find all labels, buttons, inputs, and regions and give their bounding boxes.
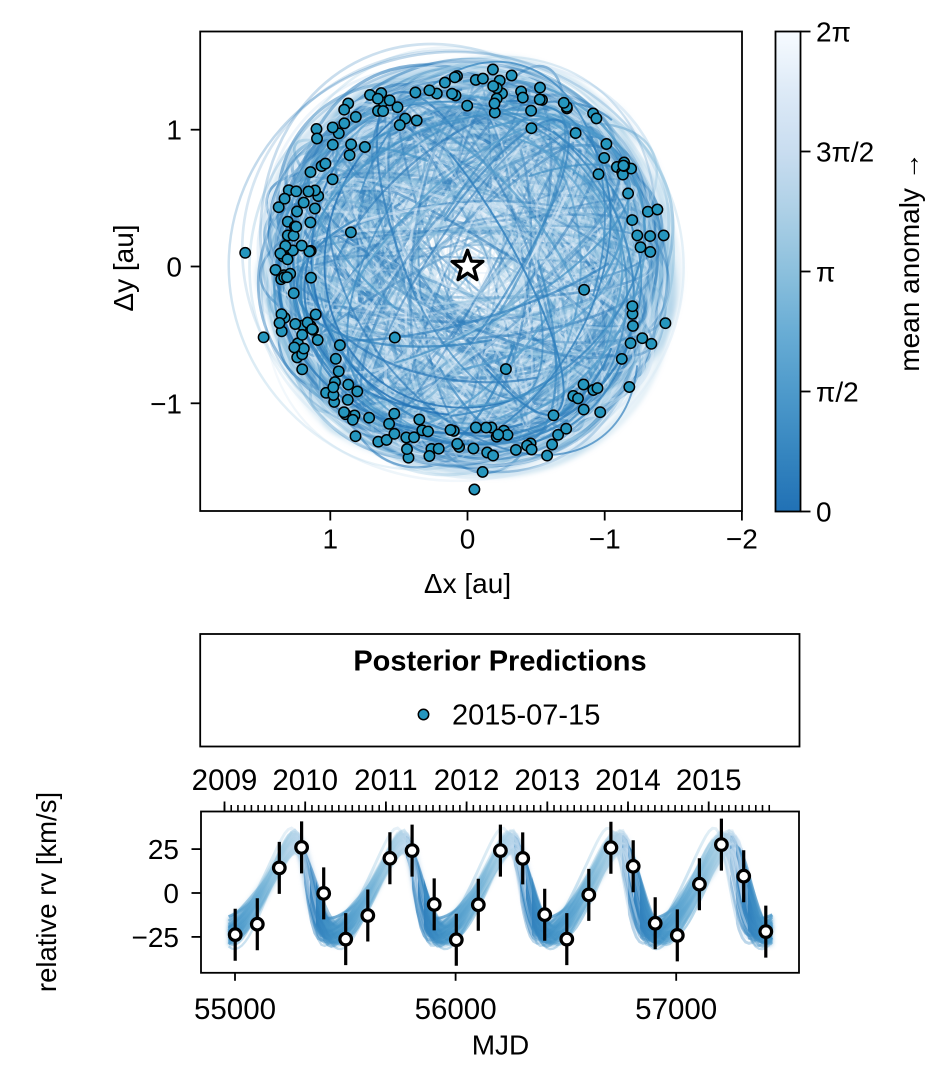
svg-text:π/2: π/2	[816, 377, 859, 408]
svg-text:2012: 2012	[434, 764, 500, 797]
svg-text:−1: −1	[589, 524, 621, 555]
svg-text:1: 1	[323, 524, 339, 555]
svg-text:Δy [au]: Δy [au]	[108, 224, 139, 311]
svg-text:2011: 2011	[354, 764, 417, 797]
svg-text:relative rv [km/s]: relative rv [km/s]	[31, 792, 62, 992]
svg-text:25: 25	[148, 834, 179, 865]
svg-text:2009: 2009	[192, 764, 258, 797]
svg-text:0: 0	[163, 878, 179, 909]
svg-text:0: 0	[816, 497, 832, 528]
svg-text:2010: 2010	[272, 764, 338, 797]
svg-text:57000: 57000	[635, 993, 717, 1026]
svg-text:π: π	[816, 257, 835, 288]
svg-text:3π/2: 3π/2	[816, 137, 874, 168]
svg-text:55000: 55000	[194, 993, 276, 1026]
svg-text:−1: −1	[150, 388, 182, 419]
svg-text:2015: 2015	[676, 764, 742, 797]
svg-text:MJD: MJD	[472, 1030, 530, 1061]
svg-text:Posterior Predictions: Posterior Predictions	[353, 646, 646, 678]
svg-text:0: 0	[460, 524, 476, 555]
svg-text:mean anomaly →: mean anomaly →	[894, 152, 925, 371]
svg-text:−25: −25	[132, 922, 180, 953]
svg-text:2013: 2013	[514, 764, 580, 797]
svg-text:−2: −2	[726, 524, 758, 555]
svg-text:2015-07-15: 2015-07-15	[452, 700, 600, 732]
svg-text:0: 0	[166, 252, 182, 283]
svg-text:1: 1	[166, 115, 182, 146]
svg-text:2014: 2014	[595, 764, 661, 797]
svg-text:2π: 2π	[816, 17, 851, 48]
svg-text:Δx [au]: Δx [au]	[424, 568, 511, 599]
svg-text:56000: 56000	[415, 993, 497, 1026]
